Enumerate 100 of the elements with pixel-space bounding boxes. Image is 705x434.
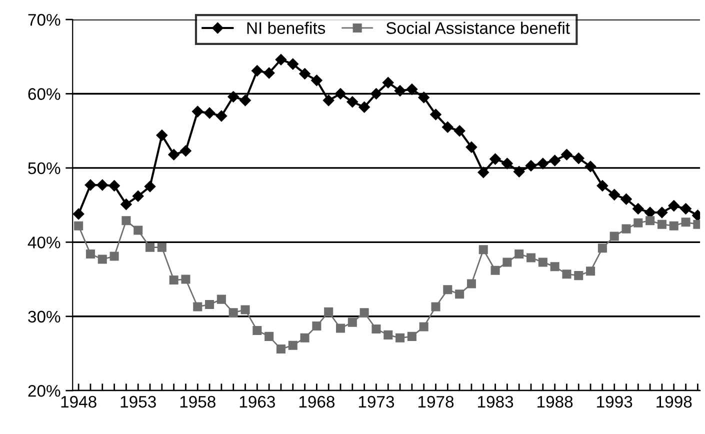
point [169,276,178,285]
point [634,218,643,228]
legend-label: NI benefits [247,22,326,34]
x-tick-label: 1963 [240,396,275,408]
point [275,54,287,66]
point [74,221,84,230]
point [584,160,596,172]
point [372,324,381,334]
point [550,262,560,272]
point [240,94,251,106]
x-tick-label: 1973 [358,396,394,408]
y-tick-label: 40% [28,236,60,248]
point [478,166,489,178]
point [608,189,620,200]
point [110,252,119,261]
point [84,179,96,191]
point [216,110,228,122]
point [145,242,155,252]
point [466,279,476,288]
point [358,101,370,113]
point [300,333,310,342]
x-tick-label: 1953 [120,396,156,408]
point [646,216,655,226]
point [430,108,442,120]
point [596,180,608,192]
point [431,302,440,312]
point [407,332,416,341]
point [622,224,631,234]
point [490,153,501,165]
y-tick-label: 60% [28,88,60,100]
point [538,258,548,267]
legend-label: Social Assistance benefit [386,22,570,34]
point [562,270,572,279]
point [454,125,466,136]
point [299,68,310,80]
point [98,254,107,264]
point [322,94,334,106]
point [502,158,513,170]
point [168,148,180,160]
point [122,216,131,226]
point [204,107,216,119]
x-tick-label: 1988 [538,396,573,408]
point [156,130,168,141]
point [86,250,95,259]
point [180,145,192,156]
point [394,85,406,96]
y-tick-label: 20% [28,385,60,397]
point [228,308,238,318]
point [263,67,275,79]
point [514,250,524,259]
point [288,340,298,350]
point [455,290,464,299]
point [370,88,382,100]
x-tick-label: 1958 [180,396,216,408]
point [525,160,537,172]
point [656,206,668,218]
point [324,307,334,316]
point [96,179,108,191]
point [574,271,584,280]
point [205,300,214,310]
point [134,226,143,235]
point [586,266,596,276]
point [561,148,572,160]
point [490,266,500,275]
point [443,285,452,294]
point [549,154,560,166]
point [632,203,644,214]
y-tick-label: 50% [28,162,60,174]
point [419,322,428,332]
point [478,245,488,254]
point [396,333,405,342]
point [252,65,263,76]
point [573,152,584,164]
point [382,77,394,88]
point [657,220,666,229]
point [252,326,262,335]
point [132,190,144,202]
point [384,330,393,340]
x-tick-label: 1998 [656,396,692,408]
point [466,142,478,153]
point [502,258,512,267]
point [108,180,120,192]
point [311,74,322,86]
point [418,92,430,104]
point [406,84,418,95]
point [336,324,346,333]
point [346,96,358,108]
point [72,208,84,220]
point [287,58,298,70]
point [120,198,132,210]
point [334,88,346,100]
point [360,308,369,318]
x-tick-label: 1968 [299,396,335,408]
point [264,332,274,341]
point [526,253,536,262]
point [228,91,239,102]
point [181,274,190,284]
y-tick-label: 30% [28,310,60,323]
x-tick-label: 1983 [478,396,514,408]
x-tick-label: 1993 [597,396,632,408]
